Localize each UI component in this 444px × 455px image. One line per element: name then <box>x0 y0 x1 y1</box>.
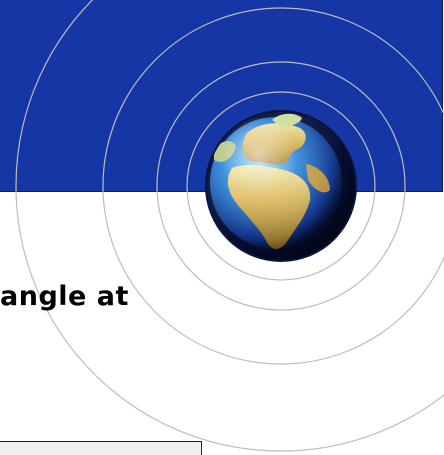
ring-outer <box>15 0 444 452</box>
ring-large <box>102 7 444 365</box>
ring-group <box>15 0 444 452</box>
slide-title-fragment: angle at <box>0 281 129 312</box>
ring-small <box>186 91 376 281</box>
globe-europe-africa-icon <box>206 111 356 261</box>
bottom-panel-edge <box>0 441 202 455</box>
ring-medium <box>156 61 406 311</box>
